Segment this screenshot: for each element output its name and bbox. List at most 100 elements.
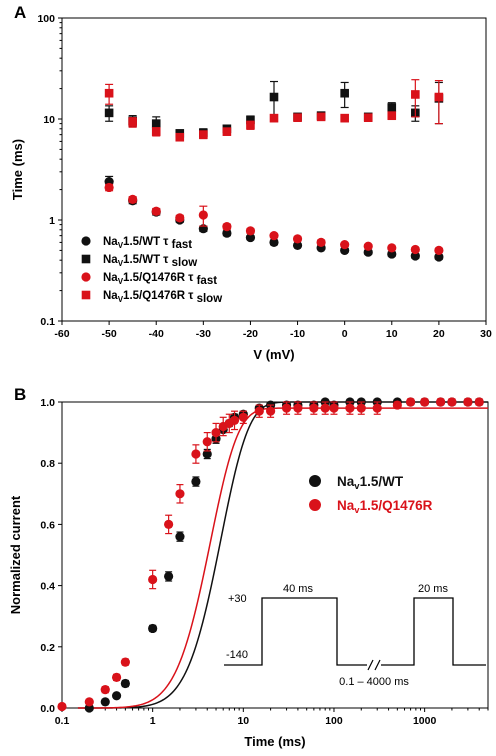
legend-marker: [81, 236, 91, 246]
x-tick-label-a: -30: [196, 328, 211, 340]
data-point: [202, 449, 212, 459]
data-point: [363, 113, 373, 123]
voltage-protocol: +30 -140 40 ms 20 ms 0.1 – 4000 ms: [224, 583, 486, 688]
chart-panel-b: B 0.1 1 10 100 1000 0.0 0.2 0.4 0.6 0.8 1.0 Time (ms…: [8, 385, 489, 749]
data-point: [254, 406, 264, 416]
data-point: [211, 428, 221, 438]
y-axis-label-a: Time (ms): [10, 139, 25, 200]
data-point: [293, 403, 303, 413]
data-point: [447, 397, 457, 407]
data-point: [191, 449, 201, 459]
data-point: [410, 244, 420, 255]
y-axis-label-b: Normalized current: [8, 495, 23, 614]
y-tick-label-a: 0.1: [40, 316, 55, 328]
x-axis-label-b: Time (ms): [244, 734, 305, 749]
data-point: [104, 182, 114, 193]
data-point: [175, 213, 185, 223]
protocol-trace: [224, 597, 367, 666]
data-point: [229, 415, 240, 425]
x-tick-label-a: 20: [433, 328, 445, 340]
data-point: [434, 245, 444, 256]
data-point: [269, 237, 279, 248]
axis-break: [374, 659, 381, 671]
legend-marker: [81, 254, 91, 264]
axis-break: [367, 659, 374, 671]
data-point: [245, 232, 256, 243]
data-point: [292, 234, 303, 244]
y-tick-label-b: 0.4: [40, 581, 55, 593]
data-point: [246, 120, 255, 130]
data-point: [151, 206, 161, 216]
data-point: [120, 657, 130, 667]
data-point: [128, 117, 137, 127]
data-point: [151, 127, 161, 136]
x-tick-label-b: 100: [325, 715, 343, 727]
legend-label: NaV1.5/Q1476R τ slow: [103, 290, 222, 305]
legend-label: NaV1.5/WT τ fast: [103, 236, 192, 251]
data-point: [363, 241, 373, 251]
data-point: [405, 397, 416, 407]
data-point: [111, 691, 122, 701]
data-point: [292, 240, 303, 251]
x-tick-label-b: 0.1: [55, 715, 70, 727]
y-tick-label-a: 10: [43, 114, 55, 126]
y-tick-label-a: 1: [49, 215, 55, 227]
data-point: [434, 252, 444, 262]
y-tick-label-b: 1.0: [40, 397, 55, 409]
x-tick-label-a: 0: [342, 328, 348, 340]
protocol-interval-label: 0.1 – 4000 ms: [339, 676, 409, 688]
data-point: [104, 108, 114, 118]
legend-marker: [309, 499, 321, 511]
data-point: [269, 231, 279, 241]
data-point: [222, 228, 232, 238]
data-point: [57, 701, 67, 712]
x-tick-label-a: -50: [102, 328, 117, 340]
data-point: [245, 226, 256, 236]
data-point: [474, 397, 484, 407]
fit-curve: [77, 407, 488, 709]
data-point: [148, 623, 158, 634]
data-point: [281, 403, 292, 413]
data-point: [191, 476, 201, 487]
x-tick-label-b: 1: [150, 715, 156, 727]
y-tick-label-b: 0.2: [40, 642, 55, 654]
data-point: [238, 412, 248, 422]
y-tick-label-b: 0.0: [40, 703, 55, 715]
data-point: [199, 130, 208, 139]
data-point: [316, 237, 326, 248]
data-point: [340, 88, 349, 98]
data-point: [100, 697, 110, 707]
x-tick-label-a: -20: [243, 328, 258, 340]
data-point: [340, 113, 349, 123]
legend-marker: [309, 475, 321, 487]
data-point: [411, 90, 420, 99]
data-point: [266, 406, 276, 416]
data-point: [387, 243, 397, 253]
data-point: [434, 92, 444, 102]
data-point: [222, 222, 232, 232]
data-point: [222, 127, 232, 136]
data-point: [309, 403, 319, 413]
protocol-step-label: +30: [228, 593, 247, 605]
legend-label: NaV1.5/WT τ slow: [103, 254, 197, 269]
x-tick-label-a: 10: [386, 328, 398, 340]
x-tick-label-a: 30: [480, 328, 492, 340]
protocol-hold-label: -140: [226, 649, 248, 661]
data-point: [104, 88, 114, 98]
data-point: [198, 210, 208, 220]
data-point: [202, 437, 212, 447]
data-point: [164, 571, 174, 582]
data-point: [148, 574, 158, 585]
data-point: [356, 403, 366, 413]
data-point: [100, 685, 110, 695]
protocol-p2-duration: 20 ms: [418, 583, 448, 595]
protocol-trace: [381, 597, 486, 666]
data-point: [345, 403, 355, 413]
legend-marker: [81, 290, 91, 300]
data-point: [269, 113, 279, 123]
protocol-p1-duration: 40 ms: [283, 583, 313, 595]
data-point: [128, 194, 138, 204]
legend-marker: [81, 272, 91, 282]
data-point: [269, 92, 279, 102]
x-tick-label-a: -40: [149, 328, 164, 340]
